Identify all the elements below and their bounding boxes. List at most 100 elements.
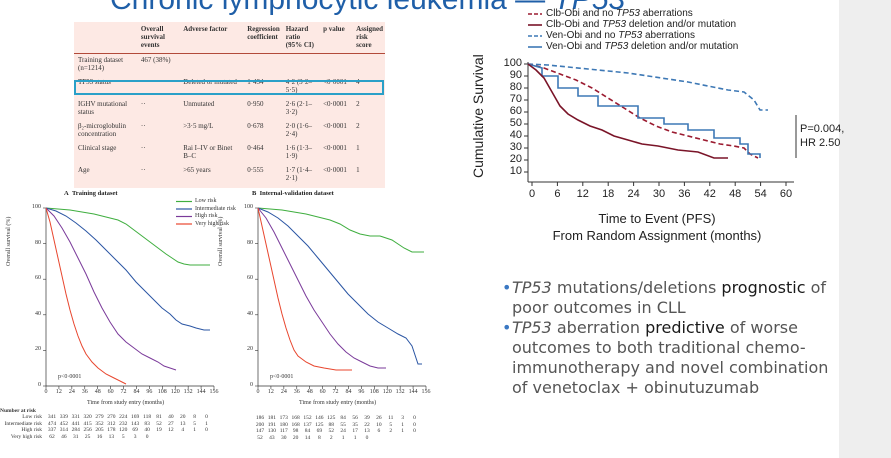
risk-value: 143 bbox=[131, 420, 140, 427]
risk-row-label: Low risk bbox=[22, 414, 42, 420]
y-tick-label: 50 bbox=[509, 117, 522, 129]
risk-value: 84 bbox=[340, 415, 346, 421]
risk-value: 1 bbox=[341, 434, 345, 441]
risk-value: 168 bbox=[291, 415, 300, 421]
y-tick-label: 80 bbox=[35, 239, 41, 246]
table-row: Clinical stage ·· Rai I–IV or Binet B–C 0·4… bbox=[74, 142, 385, 164]
table-cell: 1 bbox=[356, 144, 360, 152]
table-cell: <0·0001 bbox=[323, 166, 347, 174]
risk-row: 52 43 30 20 14 8 2 1 1 0 bbox=[254, 435, 420, 442]
risk-value: 2 bbox=[389, 428, 393, 434]
tp53-highlight-box bbox=[74, 80, 384, 95]
panel-b-curves bbox=[257, 207, 424, 371]
x-tick-label: 0 bbox=[44, 389, 48, 395]
risk-value: 84 bbox=[304, 428, 311, 434]
ven-obi-tp53-curve bbox=[527, 63, 761, 158]
risk-value: 14 bbox=[304, 434, 311, 441]
pfs-y-label: Cumulative Survival bbox=[470, 54, 486, 178]
risk-value: 24 bbox=[340, 428, 346, 434]
panel-a-x-label: Time from study entry (months) bbox=[87, 400, 165, 406]
table-cell bbox=[179, 54, 243, 77]
panel-a-intermediate-curve bbox=[45, 207, 210, 331]
risk-value: 8 bbox=[193, 414, 196, 420]
panel-a-very-high-curve bbox=[45, 207, 127, 385]
pfs-axes bbox=[527, 62, 794, 183]
y-tick-label: 40 bbox=[247, 310, 253, 317]
table-cell: 0·464 bbox=[247, 144, 264, 152]
y-tick-label: 70 bbox=[509, 93, 522, 105]
km-axis-ticks bbox=[43, 207, 427, 389]
x-tick-label: 84 bbox=[345, 389, 352, 395]
risk-value: 173 bbox=[279, 415, 288, 421]
risk-value: 314 bbox=[59, 427, 68, 433]
legend-entry: Clb-Obi and no TP53 aberrations bbox=[546, 8, 693, 19]
table-row: β₂-microglobulin concentration ·· >3·5 mg/… bbox=[74, 120, 385, 142]
x-tick-label: 48 bbox=[729, 188, 742, 200]
risk-value: 331 bbox=[71, 414, 80, 420]
x-tick-label: 156 bbox=[421, 389, 431, 395]
risk-value: 120 bbox=[119, 427, 128, 433]
table-row: IGHV mutational status ·· Unmutated 0·950 2·… bbox=[74, 98, 385, 120]
table-cell: 0·950 bbox=[247, 100, 264, 108]
pfs-annotation-hr: HR 2.50 bbox=[800, 137, 841, 149]
risk-value: 0 bbox=[145, 433, 149, 440]
risk-value: 43 bbox=[269, 434, 275, 441]
x-tick-label: 18 bbox=[602, 188, 615, 200]
risk-value: 1 bbox=[193, 427, 196, 433]
x-tick-label: 36 bbox=[678, 188, 691, 200]
risk-row: 200 191 180 168 137 125 88 55 35 22 10 5 1 0 bbox=[254, 422, 420, 429]
table-cell: 467 (38%) bbox=[140, 56, 171, 64]
risk-value: 415 bbox=[83, 420, 92, 427]
risk-value: 1 bbox=[401, 421, 404, 428]
table-cell: <0·0001 bbox=[323, 78, 347, 86]
risk-value: 6 bbox=[377, 428, 381, 434]
risk-value: 130 bbox=[267, 428, 276, 434]
x-tick-label: 12 bbox=[267, 389, 274, 395]
risk-table-b: 186 181 173 168 152 146 125 84 56 39 26 11 3 0 200 191 1… bbox=[254, 415, 420, 441]
table-cell: 4·2 (3·2–5·5) bbox=[285, 78, 312, 94]
risk-value: 337 bbox=[47, 427, 57, 433]
table-cell: <0·0001 bbox=[323, 144, 347, 152]
risk-value: 146 bbox=[315, 415, 324, 421]
table-cell bbox=[243, 54, 282, 77]
risk-value: 81 bbox=[156, 414, 162, 420]
risk-value: 181 bbox=[267, 415, 276, 421]
risk-value: 180 bbox=[279, 421, 288, 428]
risk-value: 341 bbox=[47, 414, 57, 420]
table-header-cell: Overall survival events bbox=[136, 22, 180, 54]
pfs-legend-lines bbox=[528, 13, 542, 48]
table-cell: 0·555 bbox=[247, 166, 264, 174]
clb-obi-no-tp53-curve bbox=[527, 63, 759, 159]
x-tick-label: 84 bbox=[133, 389, 140, 395]
panel-a-axes bbox=[45, 208, 214, 387]
ven-obi-no-tp53-curve bbox=[527, 63, 768, 111]
x-tick-label: 30 bbox=[652, 188, 666, 200]
risk-value: 256 bbox=[83, 427, 92, 433]
risk-value: 125 bbox=[315, 421, 324, 428]
risk-value: 10 bbox=[376, 421, 382, 428]
risk-value: 232 bbox=[119, 420, 128, 427]
risk-value: 474 bbox=[47, 420, 57, 427]
risk-row-values: 200 191 180 168 137 125 88 55 35 22 10 5 1 0 bbox=[254, 422, 420, 429]
risk-value: 98 bbox=[292, 428, 299, 434]
x-tick-label: 72 bbox=[332, 389, 339, 395]
x-tick-label: 54 bbox=[754, 188, 767, 200]
table-cell: <0·0001 bbox=[323, 100, 347, 108]
pfs-x-label-line1: Time to Event (PFS) bbox=[598, 211, 716, 226]
legend-label: Low risk bbox=[195, 198, 217, 204]
risk-row-label: Intermediate risk bbox=[4, 420, 42, 427]
bullet-points: TP53 mutations/deletions prognostic of p… bbox=[502, 278, 842, 398]
y-tick-label: 20 bbox=[509, 153, 522, 165]
table-cell: Rai I–IV or Binet B–C bbox=[183, 144, 233, 160]
table-cell bbox=[282, 54, 319, 77]
risk-value: 88 bbox=[328, 421, 335, 428]
pfs-axis-ticks bbox=[524, 63, 787, 186]
number-at-risk-heading: Number at risk bbox=[0, 408, 36, 414]
table-cell: Clinical stage bbox=[78, 144, 117, 152]
y-tick-label: 20 bbox=[35, 346, 41, 353]
risk-value: 284 bbox=[71, 427, 80, 433]
risk-value: 31 bbox=[72, 433, 79, 440]
km-legend bbox=[176, 200, 192, 225]
x-tick-label: 108 bbox=[157, 389, 167, 395]
risk-value: 56 bbox=[352, 415, 358, 421]
